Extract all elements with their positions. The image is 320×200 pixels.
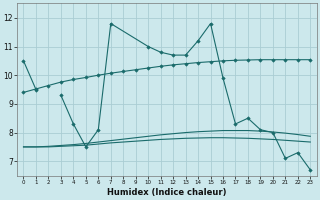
X-axis label: Humidex (Indice chaleur): Humidex (Indice chaleur) (107, 188, 227, 197)
